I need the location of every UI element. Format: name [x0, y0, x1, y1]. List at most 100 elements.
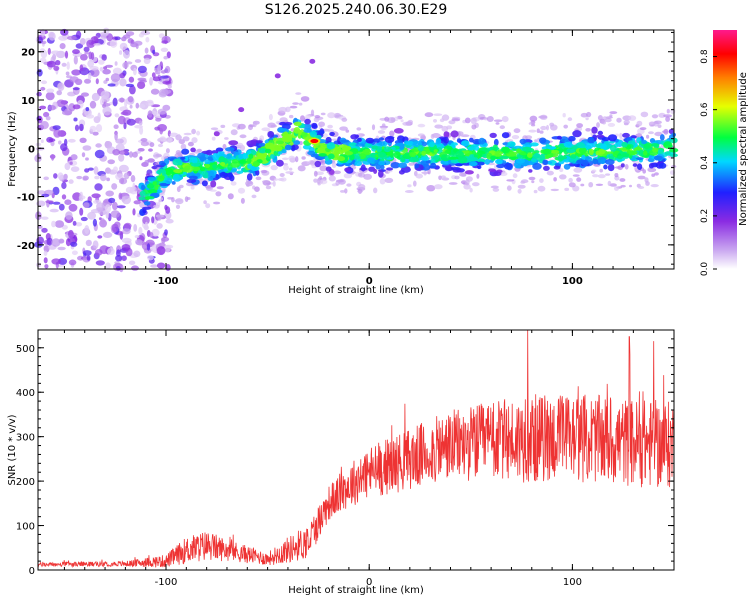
heatmap-noise-blob	[53, 65, 60, 71]
heatmap-ridge-blob	[281, 149, 287, 154]
heatmap-ridge-blob	[219, 171, 228, 178]
heatmap-faint-blob	[289, 167, 293, 171]
heatmap-noise-blob	[113, 166, 118, 173]
heatmap-ridge-blob	[597, 130, 603, 136]
heatmap-ridge-blob	[275, 140, 284, 145]
heatmap-noise-blob	[74, 124, 80, 132]
heatmap-faint-blob	[380, 127, 387, 130]
heatmap-ridge-blob	[664, 151, 672, 155]
heatmap-noise-blob	[159, 136, 166, 142]
heatmap-faint-blob	[262, 180, 270, 184]
heatmap-faint-blob	[272, 180, 276, 187]
heatmap-noise-blob	[152, 76, 161, 82]
heatmap-ridge-blob	[568, 135, 576, 142]
heatmap-faint-blob	[165, 137, 174, 143]
heatmap-faint-blob	[637, 186, 645, 189]
heatmap-noise-blob	[107, 83, 116, 87]
heatmap-faint-blob	[309, 160, 316, 166]
heatmap-noise-blob	[142, 216, 150, 225]
heatmap-ridge-blob	[477, 165, 482, 170]
heatmap-faint-blob	[486, 116, 494, 122]
heatmap-ridge-blob	[290, 144, 296, 152]
heatmap-ridge-blob	[357, 137, 362, 142]
heatmap-faint-blob	[417, 123, 426, 128]
heatmap-ridge-blob	[591, 126, 598, 134]
colorbar-tick-label: 0.4	[700, 155, 710, 170]
heatmap-ridge-blob	[380, 165, 385, 170]
heatmap-faint-blob	[265, 185, 272, 190]
heatmap-noise-blob	[83, 202, 90, 209]
heatmap-faint-blob	[528, 176, 536, 181]
heatmap-ridge-blob	[659, 162, 667, 169]
heatmap-faint-blob	[580, 183, 585, 187]
heatmap-ridge-blob	[484, 158, 491, 165]
heatmap-faint-blob	[517, 188, 522, 194]
heatmap-ridge-blob	[141, 184, 146, 191]
heatmap-faint-blob	[665, 116, 670, 122]
heatmap-noise-blob	[41, 80, 48, 85]
heatmap-noise-blob	[95, 260, 105, 266]
heatmap-noise-blob	[46, 88, 55, 94]
heatmap-faint-blob	[538, 115, 548, 119]
heatmap-noise-blob	[49, 208, 59, 213]
heatmap-faint-blob	[335, 180, 340, 186]
heatmap-ridge-blob	[293, 140, 301, 145]
heatmap-faint-blob	[572, 174, 580, 177]
heatmap-ridge-blob	[522, 146, 532, 152]
heatmap-noise-blob	[86, 255, 91, 261]
heatmap-faint-blob	[512, 173, 518, 179]
heatmap-ridge-blob	[404, 152, 411, 160]
heatmap-noise-blob	[137, 65, 147, 74]
heatmap-ridge-blob	[476, 161, 485, 166]
heatmap-noise-blob	[144, 221, 149, 230]
heatmap-faint-blob	[607, 180, 612, 187]
heatmap-noise-blob	[123, 49, 130, 59]
heatmap-faint-blob	[356, 127, 362, 131]
heatmap-faint-blob	[240, 197, 245, 204]
heatmap-ridge-blob	[621, 153, 630, 158]
heatmap-faint-blob	[533, 189, 538, 194]
heatmap-faint-blob	[472, 182, 480, 187]
heatmap-faint-blob	[182, 136, 190, 142]
heatmap-noise-blob	[140, 138, 148, 142]
heatmap-faint-blob	[248, 124, 253, 131]
heatmap-faint-blob	[191, 128, 197, 135]
heatmap-noise-blob	[128, 260, 136, 266]
heatmap-noise-blob	[81, 92, 89, 97]
heatmap-noise-blob	[90, 68, 100, 77]
heatmap-noise-blob	[36, 200, 46, 207]
heatmap-ridge-blob	[327, 153, 335, 160]
heatmap-noise-blob	[93, 166, 99, 175]
heatmap-ridge-blob	[493, 171, 502, 176]
heatmap-ridge-blob	[309, 130, 317, 138]
heatmap-ridge-blob	[617, 158, 623, 163]
heatmap-ridge-blob	[609, 144, 617, 152]
colorbar-gradient	[713, 30, 737, 269]
heatmap-faint-blob	[224, 137, 229, 140]
heatmap-ridge-blob	[205, 149, 213, 156]
heatmap-noise-blob	[58, 35, 68, 41]
heatmap-faint-blob	[313, 178, 318, 183]
heatmap-noise-blob	[51, 258, 61, 265]
heatmap-noise-blob	[150, 88, 160, 95]
heatmap-noise-blob	[43, 257, 48, 264]
heatmap-noise-blob	[41, 227, 48, 233]
heatmap-ridge-blob	[199, 156, 207, 161]
heatmap-noise-blob	[93, 43, 101, 47]
heatmap-faint-blob	[379, 178, 386, 185]
heatmap-noise-blob	[99, 245, 109, 255]
heatmap-ridge-blob	[190, 147, 196, 153]
heatmap-faint-blob	[174, 199, 183, 202]
heatmap-noise-blob	[114, 36, 121, 41]
heatmap-faint-blob	[400, 119, 404, 123]
heatmap-ridge-blob	[653, 155, 663, 161]
heatmap-ridge-blob	[444, 160, 449, 165]
heatmap-ridge-blob	[603, 164, 608, 170]
heatmap-ridge-blob	[390, 162, 401, 169]
heatmap-noise-blob	[79, 38, 86, 45]
heatmap-ridge-blob	[211, 150, 219, 154]
heatmap-noise-blob	[157, 64, 162, 73]
heatmap-ridge-blob	[490, 155, 497, 160]
heatmap-noise-blob	[92, 208, 98, 213]
